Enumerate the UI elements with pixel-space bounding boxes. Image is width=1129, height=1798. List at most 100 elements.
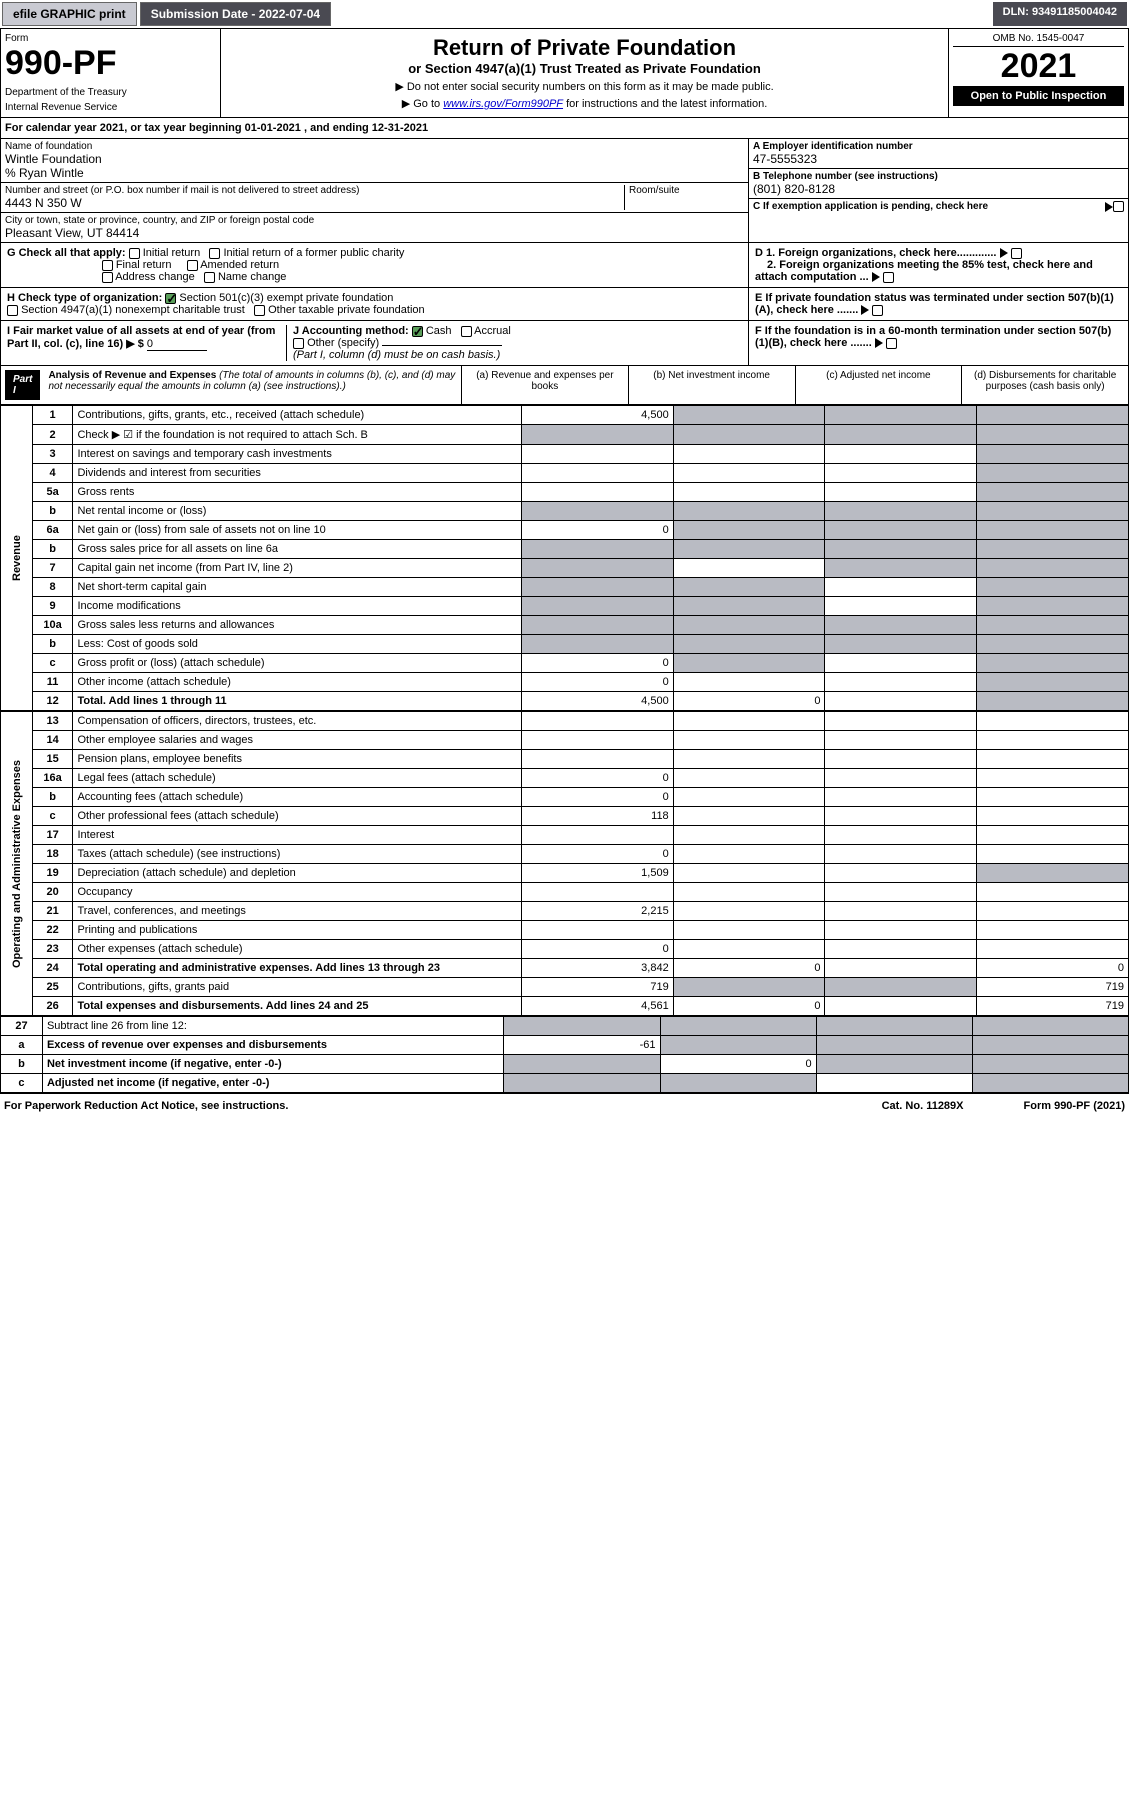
d2-cb[interactable] (883, 272, 894, 283)
line-label: Gross sales less returns and allowances (73, 616, 521, 635)
final-table: 27Subtract line 26 from line 12:aExcess … (0, 1016, 1129, 1093)
value-cell-d: 0 (977, 959, 1129, 978)
value-cell-c (825, 978, 977, 997)
value-cell-c (825, 635, 977, 654)
j-accrual-cb[interactable] (461, 326, 472, 337)
table-row: bLess: Cost of goods sold (1, 635, 1129, 654)
j-other-lbl: Other (specify) (307, 337, 379, 349)
table-row: 21Travel, conferences, and meetings2,215 (1, 902, 1129, 921)
table-row: 14Other employee salaries and wages (1, 731, 1129, 750)
line-label: Travel, conferences, and meetings (73, 902, 521, 921)
d1-label: D 1. Foreign organizations, check here..… (755, 247, 996, 259)
line-number: 6a (32, 521, 73, 540)
value-cell-a (521, 464, 673, 483)
value-cell-b (673, 559, 825, 578)
table-row: bNet rental income or (loss) (1, 502, 1129, 521)
h-4947-cb[interactable] (7, 305, 18, 316)
value-cell-d (977, 788, 1129, 807)
arrow-icon (1105, 202, 1113, 212)
submission-button[interactable]: Submission Date - 2022-07-04 (140, 2, 331, 26)
city-label: City or town, state or province, country… (5, 215, 314, 226)
j-cash-cb[interactable] (412, 326, 423, 337)
irs-link[interactable]: www.irs.gov/Form990PF (443, 98, 563, 110)
e-cb[interactable] (872, 305, 883, 316)
value-cell-b (673, 864, 825, 883)
c-checkbox[interactable] (1113, 201, 1124, 212)
value-cell-a: 4,500 (521, 406, 673, 425)
i-label: I Fair market value of all assets at end… (7, 325, 275, 350)
form-label: Form (5, 33, 216, 44)
value-cell-a (521, 635, 673, 654)
line-number: a (1, 1036, 43, 1055)
line-label: Capital gain net income (from Part IV, l… (73, 559, 521, 578)
efile-button[interactable]: efile GRAPHIC print (2, 2, 137, 26)
value-cell-a: -61 (504, 1036, 660, 1055)
value-cell-a: 0 (521, 845, 673, 864)
value-cell-c (825, 540, 977, 559)
value-cell-d (977, 406, 1129, 425)
line-number: 16a (32, 769, 73, 788)
value-cell-b (673, 921, 825, 940)
value-cell-a: 719 (521, 978, 673, 997)
value-cell-c (825, 864, 977, 883)
table-row: bGross sales price for all assets on lin… (1, 540, 1129, 559)
table-row: 19Depreciation (attach schedule) and dep… (1, 864, 1129, 883)
g-amended-cb[interactable] (187, 260, 198, 271)
value-cell-b (660, 1074, 816, 1093)
value-cell-d (977, 769, 1129, 788)
line-label: Subtract line 26 from line 12: (42, 1017, 503, 1036)
h-501c3-cb[interactable] (165, 293, 176, 304)
h-other-cb[interactable] (254, 305, 265, 316)
table-row: 18Taxes (attach schedule) (see instructi… (1, 845, 1129, 864)
value-cell-b (673, 464, 825, 483)
open-inspection: Open to Public Inspection (953, 86, 1124, 106)
form-subtitle: or Section 4947(a)(1) Trust Treated as P… (227, 61, 942, 76)
line-number: c (32, 807, 73, 826)
check-section-i-j-f: I Fair market value of all assets at end… (0, 321, 1129, 366)
j-other-cb[interactable] (293, 338, 304, 349)
value-cell-b (673, 712, 825, 731)
value-cell-d (977, 635, 1129, 654)
c-label: C If exemption application is pending, c… (753, 201, 1105, 212)
value-cell-a: 4,500 (521, 692, 673, 711)
city-state-zip: Pleasant View, UT 84414 (5, 226, 744, 240)
value-cell-c (816, 1055, 972, 1074)
value-cell-b (673, 978, 825, 997)
table-row: 9Income modifications (1, 597, 1129, 616)
line-label: Interest on savings and temporary cash i… (73, 445, 521, 464)
table-row: 20Occupancy (1, 883, 1129, 902)
g-final-cb[interactable] (102, 260, 113, 271)
footer-right: Form 990-PF (2021) (1024, 1100, 1125, 1112)
value-cell-b (660, 1017, 816, 1036)
line-label: Other income (attach schedule) (73, 673, 521, 692)
g-addr-cb[interactable] (102, 272, 113, 283)
value-cell-d (972, 1074, 1128, 1093)
value-cell-c (825, 483, 977, 502)
form-header: Form 990-PF Department of the Treasury I… (0, 28, 1129, 118)
line-number: 7 (32, 559, 73, 578)
value-cell-a (521, 750, 673, 769)
value-cell-b (673, 807, 825, 826)
f-cb[interactable] (886, 338, 897, 349)
h-label: H Check type of organization: (7, 292, 162, 304)
g-initial-former-cb[interactable] (209, 248, 220, 259)
line-number: 26 (32, 997, 73, 1016)
j-label: J Accounting method: (293, 325, 409, 337)
dept-label: Department of the Treasury (5, 87, 216, 98)
footer-center: Cat. No. 11289X (882, 1100, 964, 1112)
line-number: b (32, 788, 73, 807)
value-cell-c (825, 921, 977, 940)
d1-cb[interactable] (1011, 248, 1022, 259)
line-number: 5a (32, 483, 73, 502)
col-d-header: (d) Disbursements for charitable purpose… (961, 366, 1128, 404)
value-cell-c (825, 769, 977, 788)
value-cell-b (673, 788, 825, 807)
d2-label: 2. Foreign organizations meeting the 85%… (755, 259, 1093, 283)
g-amended-lbl: Amended return (200, 259, 279, 271)
check-section-g-d: G Check all that apply: Initial return I… (0, 243, 1129, 288)
g-name-cb[interactable] (204, 272, 215, 283)
value-cell-b (673, 502, 825, 521)
g-initial-cb[interactable] (129, 248, 140, 259)
value-cell-a: 0 (521, 940, 673, 959)
table-row: 11Other income (attach schedule)0 (1, 673, 1129, 692)
